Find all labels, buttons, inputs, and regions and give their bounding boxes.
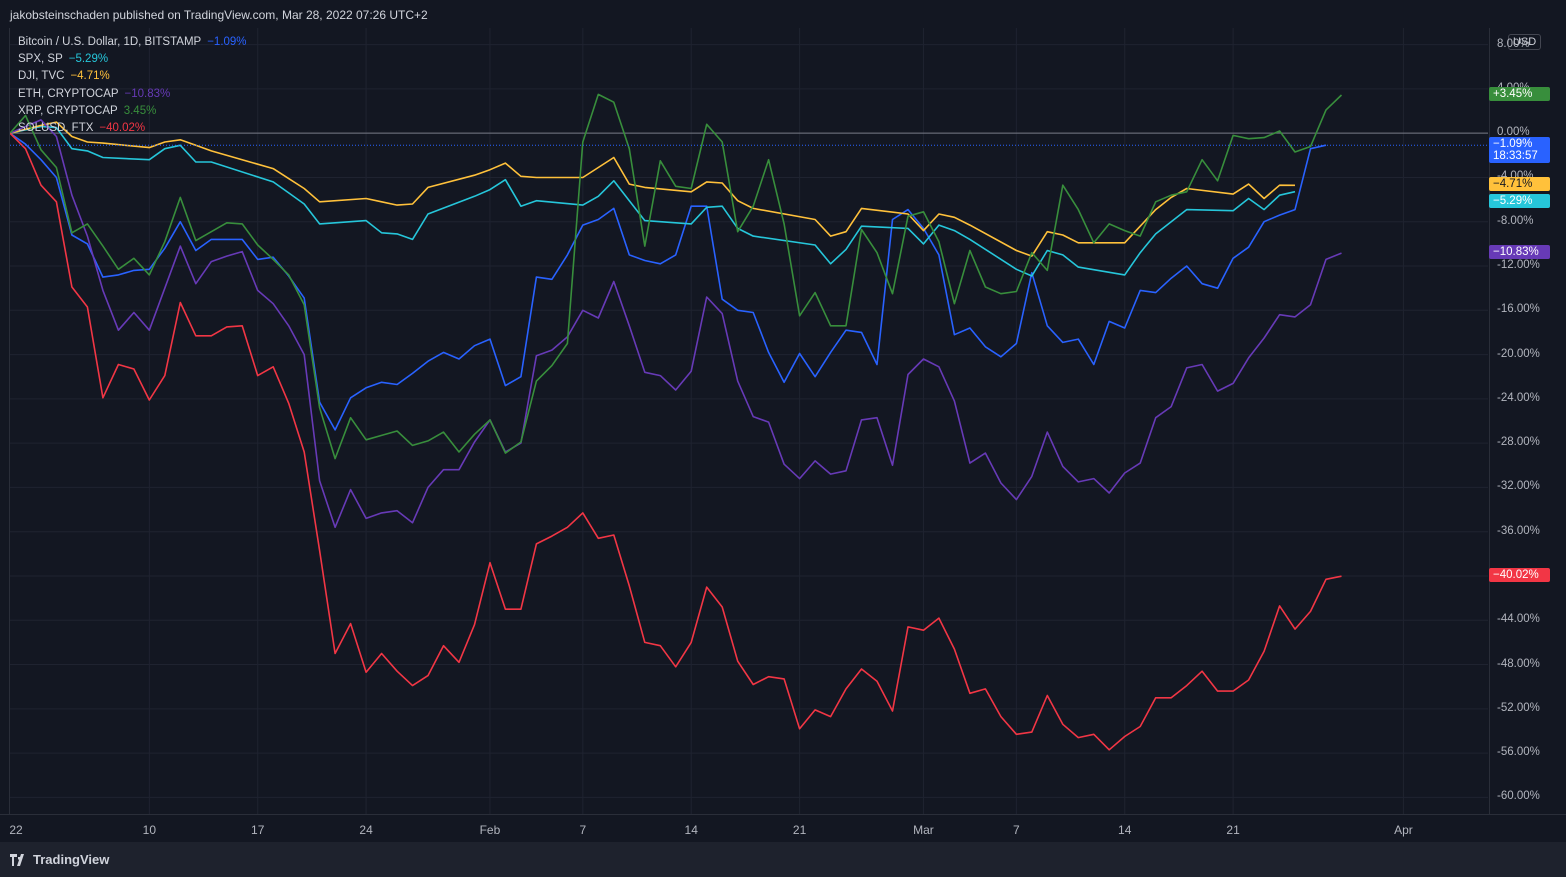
series-group bbox=[10, 93, 1343, 751]
series-line-3 bbox=[10, 119, 1342, 529]
value-tag-label: −4.71% bbox=[1493, 178, 1533, 191]
y-tick-label: -60.00% bbox=[1497, 790, 1540, 803]
x-tick-label: 24 bbox=[359, 823, 373, 837]
legend-series-name: DJI, TVC bbox=[18, 70, 65, 83]
legend-entry-0[interactable]: Bitcoin / U.S. Dollar, 1D, BITSTAMP −1.09… bbox=[18, 34, 247, 51]
legend-series-name: SOLUSD, FTX bbox=[18, 122, 94, 135]
x-tick-label: 21 bbox=[1226, 823, 1240, 837]
currency-button[interactable]: USD bbox=[1508, 34, 1542, 50]
last-value-tag: −40.02% bbox=[1489, 568, 1550, 583]
x-tick-label: 7 bbox=[579, 823, 587, 837]
brand-label: TradingView bbox=[33, 852, 110, 867]
x-tick-label: 21 bbox=[792, 823, 807, 837]
value-tag-label: −40.02% bbox=[1493, 569, 1539, 582]
x-tick-label: 14 bbox=[684, 823, 698, 837]
last-value-tag: −5.29% bbox=[1489, 194, 1550, 209]
legend-series-name: SPX, SP bbox=[18, 53, 63, 66]
x-tick-label: 22 bbox=[9, 823, 23, 837]
x-tick-label: 10 bbox=[142, 823, 157, 837]
legend-series-value: −5.29% bbox=[68, 53, 109, 66]
last-value-tag: +3.45% bbox=[1489, 86, 1550, 101]
legend-entry-4[interactable]: XRP, CRYPTOCAP 3.45% bbox=[18, 103, 247, 120]
y-tick-label: -52.00% bbox=[1497, 701, 1540, 714]
legend-series-value: 3.45% bbox=[123, 104, 157, 117]
chart-legend: Bitcoin / U.S. Dollar, 1D, BITSTAMP −1.09… bbox=[18, 34, 247, 137]
value-tag-label: −10.83% bbox=[1493, 246, 1539, 259]
value-tag-label: +3.45% bbox=[1493, 87, 1533, 100]
legend-entry-3[interactable]: ETH, CRYPTOCAP −10.83% bbox=[18, 86, 247, 103]
y-tick-label: -12.00% bbox=[1497, 259, 1540, 271]
y-tick-label: -16.00% bbox=[1497, 303, 1540, 316]
y-tick-label: -20.00% bbox=[1497, 347, 1540, 360]
x-tick-label: Feb bbox=[479, 823, 501, 837]
y-tick-label: -48.00% bbox=[1497, 657, 1540, 670]
series-line-5 bbox=[10, 132, 1342, 751]
last-value-tag: −4.71% bbox=[1489, 177, 1550, 192]
footer-bar: TradingView bbox=[0, 842, 1566, 877]
y-tick-label: -24.00% bbox=[1497, 391, 1540, 404]
publish-info: jakobsteinschaden published on TradingVi… bbox=[10, 8, 428, 22]
legend-series-name: Bitcoin / U.S. Dollar, 1D, BITSTAMP bbox=[18, 36, 202, 48]
y-tick-label: -56.00% bbox=[1497, 746, 1540, 759]
legend-series-value: −4.71% bbox=[70, 70, 110, 83]
tradingview-logo-icon bbox=[10, 853, 24, 866]
legend-series-name: ETH, CRYPTOCAP bbox=[18, 87, 119, 100]
y-tick-label: -8.00% bbox=[1497, 214, 1534, 227]
time-axis[interactable]: 22 10 17 24 Feb 7 14 21 Mar 7 14 21 Apr bbox=[0, 814, 1566, 843]
legend-series-name: XRP, CRYPTOCAP bbox=[18, 104, 118, 117]
y-tick-label: 8.00% bbox=[1497, 37, 1530, 50]
publish-bar: jakobsteinschaden published on TradingVi… bbox=[0, 0, 1566, 28]
series-line-0 bbox=[10, 132, 1327, 431]
last-value-tag: −10.83% bbox=[1489, 245, 1550, 260]
bar-countdown: 18:33:57 bbox=[1493, 150, 1538, 163]
legend-entry-2[interactable]: DJI, TVC −4.71% bbox=[18, 68, 247, 85]
value-tag-label: −5.29% bbox=[1493, 195, 1533, 208]
y-tick-label: -28.00% bbox=[1497, 436, 1540, 449]
legend-entry-5[interactable]: SOLUSD, FTX −40.02% bbox=[18, 120, 247, 137]
legend-series-value: −10.83% bbox=[124, 87, 171, 100]
x-tick-label: Apr bbox=[1394, 823, 1413, 837]
legend-entry-1[interactable]: SPX, SP −5.29% bbox=[18, 51, 247, 68]
legend-series-value: −40.02% bbox=[99, 122, 146, 135]
x-tick-label: 17 bbox=[251, 823, 265, 837]
y-tick-label: 0.00% bbox=[1497, 126, 1530, 139]
series-line-4 bbox=[10, 93, 1343, 460]
y-tick-label: -36.00% bbox=[1497, 524, 1540, 537]
legend-series-value: −1.09% bbox=[207, 36, 247, 48]
tradingview-brand[interactable]: TradingView bbox=[10, 852, 109, 867]
last-value-tag: −1.09% 18:33:57 bbox=[1489, 137, 1550, 164]
y-tick-label: -32.00% bbox=[1497, 480, 1540, 493]
value-tag-label: −1.09% bbox=[1493, 138, 1533, 151]
x-tick-label: 7 bbox=[1013, 823, 1020, 837]
x-tick-label: 14 bbox=[1118, 823, 1132, 837]
y-tick-label: -44.00% bbox=[1497, 613, 1540, 626]
x-tick-label: Mar bbox=[913, 823, 934, 837]
series-line-1 bbox=[10, 125, 1296, 277]
